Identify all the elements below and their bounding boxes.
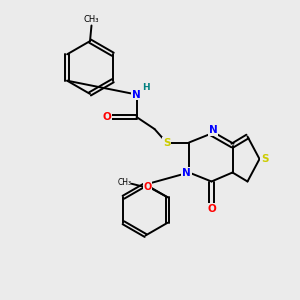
Text: O: O <box>143 182 152 192</box>
Text: H: H <box>142 83 150 92</box>
Text: S: S <box>261 154 269 164</box>
Text: O: O <box>102 112 111 122</box>
Text: N: N <box>182 167 191 178</box>
Text: CH₃: CH₃ <box>84 15 99 24</box>
Text: N: N <box>132 89 141 100</box>
Text: O: O <box>207 203 216 214</box>
Text: S: S <box>163 137 170 148</box>
Text: CH₃: CH₃ <box>118 178 132 187</box>
Text: N: N <box>208 125 217 135</box>
